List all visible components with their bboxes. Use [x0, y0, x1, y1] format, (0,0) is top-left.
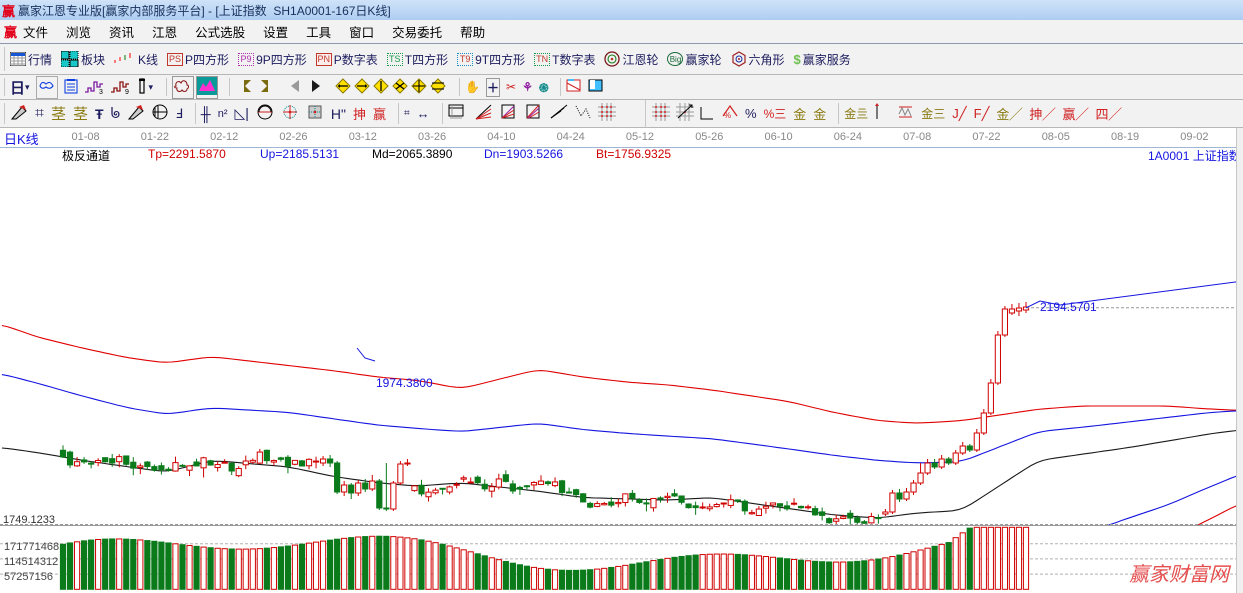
svg-text:3: 3 — [99, 89, 103, 94]
svg-text:2194.5701: 2194.5701 — [1040, 300, 1097, 314]
svg-text:9: 9 — [125, 89, 129, 94]
svg-text:1974.3800: 1974.3800 — [376, 376, 433, 390]
svg-text:%: % — [724, 111, 731, 119]
